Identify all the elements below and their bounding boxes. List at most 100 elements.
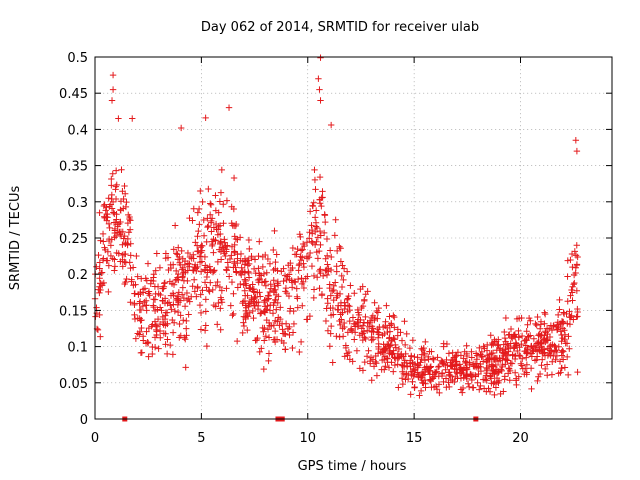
data-point xyxy=(295,262,303,269)
data-point xyxy=(271,227,278,235)
data-point xyxy=(541,309,548,316)
data-point xyxy=(536,325,544,332)
data-point xyxy=(172,267,180,275)
data-point xyxy=(156,327,164,335)
data-point xyxy=(167,292,175,299)
data-point xyxy=(524,333,532,341)
data-point xyxy=(490,356,497,363)
data-point xyxy=(134,273,141,280)
data-point xyxy=(407,368,415,375)
data-point xyxy=(231,258,238,265)
data-point xyxy=(566,308,573,315)
data-points xyxy=(91,54,581,399)
data-point xyxy=(145,353,152,360)
data-point xyxy=(202,322,209,329)
data-point xyxy=(518,314,525,322)
data-point xyxy=(278,320,286,327)
data-point xyxy=(574,305,581,313)
data-point xyxy=(170,281,178,288)
data-point xyxy=(333,247,341,255)
data-point xyxy=(262,333,270,340)
y-tick-label: 0.2 xyxy=(67,268,88,283)
y-tick-label: 0.5 xyxy=(67,51,88,66)
data-point xyxy=(559,320,567,327)
data-point xyxy=(376,323,383,331)
data-point xyxy=(483,357,490,365)
data-point xyxy=(94,326,102,334)
data-point xyxy=(403,330,410,338)
data-point xyxy=(278,337,285,345)
data-point xyxy=(406,344,414,352)
data-point xyxy=(572,252,580,259)
data-point xyxy=(123,275,130,283)
data-point xyxy=(381,330,388,338)
data-point xyxy=(469,371,477,379)
data-point xyxy=(548,371,556,378)
data-point xyxy=(131,311,138,319)
data-point xyxy=(127,252,134,259)
data-point xyxy=(162,322,169,329)
data-point xyxy=(519,365,527,372)
y-tick-label: 0.15 xyxy=(59,304,88,319)
data-point xyxy=(192,239,199,246)
data-point xyxy=(314,255,322,262)
data-point xyxy=(152,267,159,274)
data-point xyxy=(164,336,171,343)
data-point xyxy=(573,287,581,294)
data-point xyxy=(503,356,510,363)
data-point xyxy=(121,182,128,190)
data-point xyxy=(216,198,224,205)
data-point xyxy=(299,302,306,310)
data-point xyxy=(339,309,346,316)
data-point xyxy=(108,205,116,212)
data-point xyxy=(501,373,509,380)
data-point xyxy=(196,221,203,228)
data-point xyxy=(409,378,416,385)
data-point xyxy=(483,367,490,374)
data-point xyxy=(355,311,363,319)
data-point-peak xyxy=(225,104,233,111)
data-point xyxy=(348,325,355,332)
data-point xyxy=(408,371,415,379)
data-point xyxy=(486,351,494,358)
data-point xyxy=(103,217,111,224)
data-point xyxy=(451,378,458,386)
data-point xyxy=(208,228,215,235)
data-point xyxy=(217,256,225,263)
data-point xyxy=(150,303,157,311)
data-point xyxy=(344,302,352,309)
data-point xyxy=(383,302,390,309)
data-point xyxy=(557,369,564,376)
data-point xyxy=(491,391,498,399)
data-point xyxy=(231,249,239,256)
data-point xyxy=(327,312,335,319)
data-point xyxy=(557,328,564,335)
data-point xyxy=(161,279,169,286)
data-point xyxy=(544,330,551,338)
data-point xyxy=(105,195,112,202)
data-point xyxy=(190,276,198,284)
data-point xyxy=(237,269,244,277)
data-point xyxy=(448,363,455,370)
data-point xyxy=(229,222,236,229)
data-point xyxy=(294,304,301,311)
data-point xyxy=(316,196,324,203)
data-point xyxy=(182,364,189,371)
data-point xyxy=(333,333,340,340)
data-point xyxy=(341,305,348,313)
data-point xyxy=(391,336,398,343)
data-point xyxy=(478,348,486,356)
data-point xyxy=(395,384,402,391)
data-point xyxy=(230,174,238,182)
data-point xyxy=(374,309,382,316)
data-point xyxy=(163,350,171,358)
data-point xyxy=(212,282,220,289)
data-point xyxy=(102,207,109,214)
data-point xyxy=(480,343,487,350)
data-point xyxy=(502,314,510,322)
data-point xyxy=(296,260,303,268)
data-point xyxy=(439,359,446,366)
x-tick-label: 20 xyxy=(512,431,529,446)
data-point xyxy=(313,224,321,232)
data-point xyxy=(338,283,346,291)
